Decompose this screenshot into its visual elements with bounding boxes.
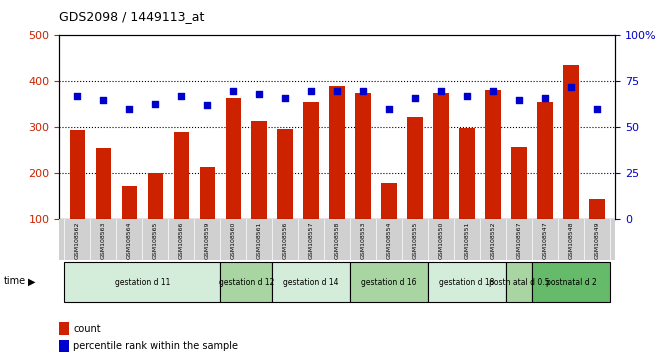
Text: GDS2098 / 1449113_at: GDS2098 / 1449113_at xyxy=(59,10,205,23)
Text: GSM108556: GSM108556 xyxy=(283,221,288,258)
Point xyxy=(592,106,602,112)
Bar xyxy=(95,148,111,219)
Bar xyxy=(407,117,423,219)
Bar xyxy=(590,199,605,219)
Text: percentile rank within the sample: percentile rank within the sample xyxy=(73,341,238,351)
Bar xyxy=(147,172,163,219)
Point xyxy=(410,95,420,101)
Point xyxy=(358,88,368,93)
Point xyxy=(332,88,343,93)
Text: GSM108550: GSM108550 xyxy=(439,221,443,258)
Text: GSM108559: GSM108559 xyxy=(205,221,210,258)
Bar xyxy=(563,65,579,219)
Point xyxy=(72,93,83,99)
Point xyxy=(566,84,576,90)
Text: postnatal d 2: postnatal d 2 xyxy=(545,278,596,287)
Text: GSM108552: GSM108552 xyxy=(491,221,495,258)
Point xyxy=(150,101,161,106)
Bar xyxy=(251,121,267,219)
Text: gestation d 14: gestation d 14 xyxy=(284,278,339,287)
Text: GSM108551: GSM108551 xyxy=(465,221,470,258)
Point xyxy=(436,88,446,93)
Bar xyxy=(382,183,397,219)
Text: GSM108562: GSM108562 xyxy=(75,221,80,258)
Text: GSM108554: GSM108554 xyxy=(387,221,392,258)
Text: GSM108557: GSM108557 xyxy=(309,221,314,258)
Point xyxy=(254,91,265,97)
Point xyxy=(280,95,291,101)
FancyBboxPatch shape xyxy=(532,262,610,302)
Text: GSM108560: GSM108560 xyxy=(231,221,236,258)
Bar xyxy=(199,166,215,219)
Text: gestation d 11: gestation d 11 xyxy=(114,278,170,287)
Text: GSM108553: GSM108553 xyxy=(361,221,366,258)
Point xyxy=(540,95,550,101)
Text: GSM108558: GSM108558 xyxy=(335,221,340,258)
Point xyxy=(462,93,472,99)
Point xyxy=(124,106,135,112)
Point xyxy=(306,88,316,93)
Bar xyxy=(355,93,371,219)
Bar xyxy=(59,340,69,352)
Text: GSM108563: GSM108563 xyxy=(101,221,106,258)
Text: GSM108549: GSM108549 xyxy=(595,221,599,259)
Point xyxy=(514,97,524,103)
FancyBboxPatch shape xyxy=(506,262,532,302)
Point xyxy=(384,106,394,112)
Point xyxy=(176,93,187,99)
Text: GSM108565: GSM108565 xyxy=(153,221,158,258)
Text: gestation d 18: gestation d 18 xyxy=(440,278,495,287)
FancyBboxPatch shape xyxy=(272,262,350,302)
Text: ▶: ▶ xyxy=(28,276,35,286)
Bar xyxy=(511,147,527,219)
Text: GSM108567: GSM108567 xyxy=(517,221,522,258)
Text: postn atal d 0.5: postn atal d 0.5 xyxy=(489,278,549,287)
Text: GSM108547: GSM108547 xyxy=(543,221,547,259)
Bar xyxy=(538,102,553,219)
Bar xyxy=(330,86,345,219)
Point xyxy=(98,97,109,103)
FancyBboxPatch shape xyxy=(64,262,220,302)
Text: GSM108548: GSM108548 xyxy=(569,221,574,258)
Point xyxy=(202,103,213,108)
FancyBboxPatch shape xyxy=(350,262,428,302)
Text: GSM108564: GSM108564 xyxy=(127,221,132,258)
Bar xyxy=(459,129,475,219)
Bar xyxy=(122,186,137,219)
Bar xyxy=(59,322,69,335)
Point xyxy=(488,88,498,93)
Text: GSM108555: GSM108555 xyxy=(413,221,418,258)
FancyBboxPatch shape xyxy=(220,262,272,302)
Bar xyxy=(226,97,241,219)
Text: gestation d 12: gestation d 12 xyxy=(218,278,274,287)
Bar xyxy=(486,90,501,219)
FancyBboxPatch shape xyxy=(428,262,506,302)
Text: gestation d 16: gestation d 16 xyxy=(361,278,417,287)
Bar xyxy=(174,132,189,219)
Text: GSM108566: GSM108566 xyxy=(179,221,184,258)
Text: GSM108561: GSM108561 xyxy=(257,221,262,258)
Text: count: count xyxy=(73,324,101,333)
Bar xyxy=(303,102,319,219)
Point xyxy=(228,88,239,93)
Bar xyxy=(434,93,449,219)
Bar xyxy=(70,130,85,219)
Text: time: time xyxy=(3,276,26,286)
Bar xyxy=(278,129,293,219)
